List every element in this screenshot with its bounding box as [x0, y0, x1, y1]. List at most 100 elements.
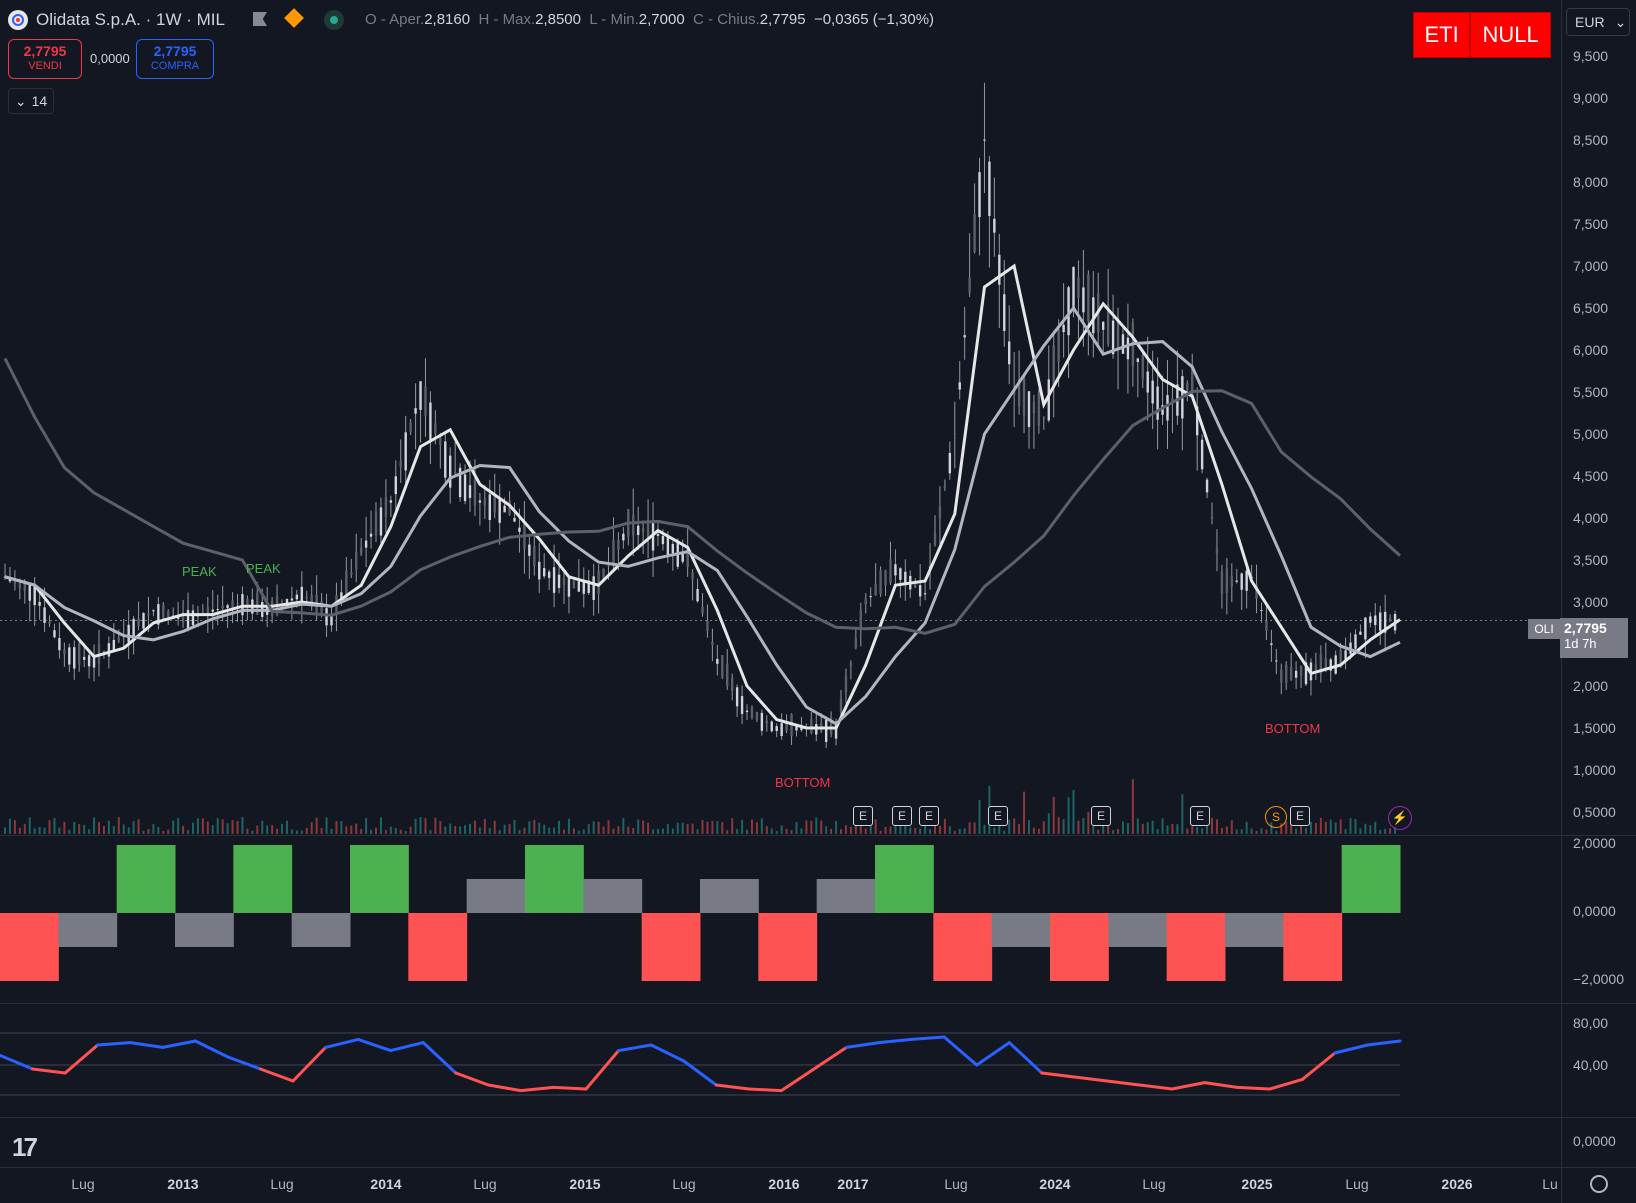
oscillator-bar [408, 913, 468, 981]
bolt-icon[interactable]: ⚡ [1388, 806, 1412, 830]
candle-body [1042, 416, 1046, 418]
volume-bar [379, 817, 382, 834]
volume-bar [241, 817, 244, 834]
volume-bar [711, 820, 714, 834]
candle-body [1260, 610, 1263, 612]
candle-body [48, 621, 51, 624]
earnings-marker[interactable]: E [919, 806, 939, 826]
earnings-marker[interactable]: E [853, 806, 873, 826]
tradingview-logo[interactable]: 17 [12, 1132, 38, 1162]
candle-body [1037, 392, 1041, 426]
volume-bar [469, 823, 471, 834]
earnings-marker[interactable]: E [1091, 806, 1111, 826]
candle-body [854, 637, 858, 648]
candle-body [379, 507, 383, 536]
volume-bar [414, 818, 417, 834]
candle-body [1289, 666, 1293, 680]
volume-bar [1161, 818, 1164, 834]
volume-bar [899, 824, 902, 834]
volume-bar [107, 820, 110, 834]
price-chart[interactable] [0, 0, 1561, 1203]
volume-bar [18, 827, 21, 834]
rsi-line-segment [1007, 1041, 1044, 1075]
candle-body [1210, 516, 1214, 519]
candle-body [656, 534, 660, 536]
volume-bar [320, 828, 323, 834]
volume-bar [805, 820, 808, 834]
volume-bar [1280, 823, 1283, 834]
rsi-line-segment [389, 1041, 425, 1053]
pane-divider[interactable] [0, 1117, 1636, 1118]
oscillator-bar [0, 913, 59, 981]
earnings-marker[interactable]: E [1290, 806, 1310, 826]
candle-body [998, 254, 1001, 285]
candle-body [444, 441, 447, 478]
volume-bar [256, 825, 259, 834]
volume-bar [281, 823, 284, 834]
candle-body [1344, 650, 1347, 660]
candle-body [795, 726, 798, 731]
rsi-line-segment [63, 1043, 100, 1075]
indicators-collapse-button[interactable]: ⌄ 14 [8, 88, 54, 114]
candle-body [1265, 621, 1268, 631]
candle-body [983, 139, 986, 141]
volume-bar [201, 818, 204, 834]
volume-bar [642, 820, 645, 834]
symbol-title[interactable]: Olidata S.p.A. · 1W · MIL [36, 10, 225, 29]
volume-bar [637, 819, 640, 834]
candle-body [1121, 334, 1125, 354]
candle-body [894, 564, 897, 576]
candle-body [1022, 374, 1026, 416]
candle-body [1319, 653, 1323, 674]
candle-body [92, 656, 96, 668]
gear-icon[interactable] [1590, 1175, 1608, 1193]
candle-body [1027, 391, 1031, 427]
volume-bar [434, 817, 437, 834]
flag-icon[interactable] [253, 12, 267, 26]
candle-body [503, 505, 506, 513]
candle-body [181, 612, 185, 623]
volume-bar [1131, 779, 1134, 834]
volume-bar [1141, 823, 1144, 834]
volume-bar [914, 828, 917, 834]
candle-body [439, 437, 442, 446]
oscillator-bar [700, 879, 759, 913]
pane-divider[interactable] [0, 835, 1636, 836]
split-marker[interactable]: S [1265, 806, 1287, 828]
volume-bar [1394, 827, 1397, 834]
candle-body [884, 570, 887, 586]
earnings-marker[interactable]: E [892, 806, 912, 826]
currency-select[interactable]: EUR ⌄ [1566, 8, 1630, 36]
earnings-marker[interactable]: E [988, 806, 1008, 826]
rsi-line-segment [584, 1049, 621, 1091]
volume-bar [889, 826, 892, 834]
volume-bar [775, 830, 778, 834]
price-tick-label: 0,5000 [1573, 804, 1616, 820]
volume-bar [147, 828, 150, 834]
volume-bar [1344, 829, 1347, 834]
rsi-line-segment [779, 1067, 816, 1093]
price-axis[interactable] [1561, 0, 1636, 1203]
pane-divider[interactable] [0, 1003, 1636, 1004]
rsi-line-segment [1333, 1043, 1369, 1055]
earnings-marker[interactable]: E [1190, 806, 1210, 826]
time-axis-label: 2026 [1441, 1176, 1473, 1192]
volume-bar [285, 820, 288, 834]
volume-bar [276, 828, 279, 834]
volume-bar [493, 820, 496, 834]
volume-bar [38, 827, 41, 834]
oscillator-bar [1108, 913, 1168, 947]
candle-body [87, 655, 91, 667]
candle-body [43, 607, 46, 623]
candle-body [632, 515, 635, 536]
candle-body [157, 604, 160, 625]
volume-bar [1359, 828, 1362, 834]
candle-body [78, 643, 81, 665]
volume-bar [73, 821, 76, 834]
rsi-line-segment [1235, 1085, 1272, 1091]
volume-bar [231, 820, 234, 834]
candle-body [636, 525, 640, 536]
candle-body [726, 663, 729, 687]
buy-button[interactable]: 2,7795 COMPRA [136, 39, 214, 79]
sell-button[interactable]: 2,7795 VENDI [8, 39, 82, 79]
